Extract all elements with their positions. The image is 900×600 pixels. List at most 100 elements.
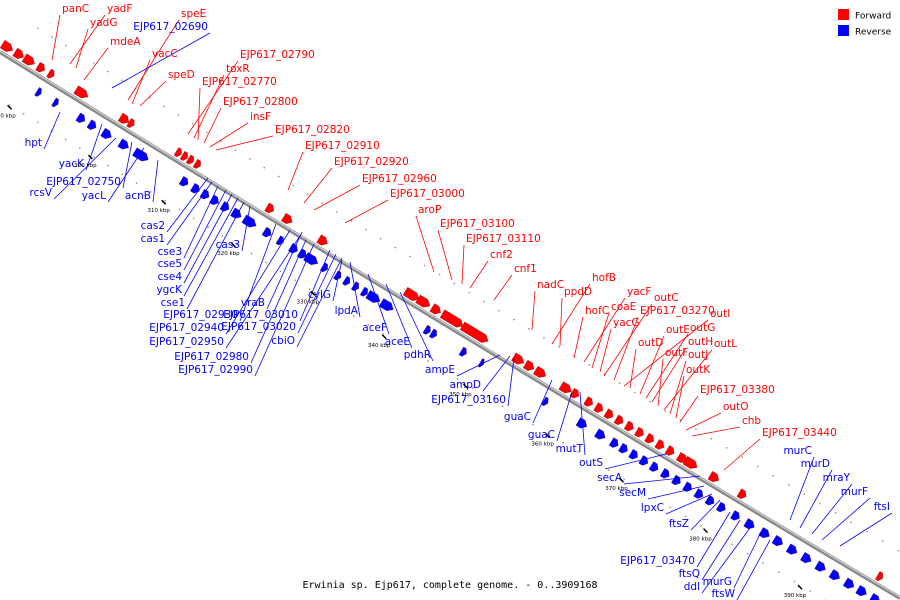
gene-label-hofc[interactable]: hofC [585,305,609,317]
gene-label-ejp617-03470[interactable]: EJP617_03470 [620,555,695,567]
gene-label-ejp617-02990[interactable]: EJP617_02990 [178,364,253,376]
gene-label-outd[interactable]: outD [638,337,663,349]
reverse-gene-arrow[interactable] [199,188,210,200]
gene-label-yacf[interactable]: yacF [627,286,651,298]
gene-label-sped[interactable]: speD [168,69,195,81]
gene-label-outc[interactable]: outC [654,292,679,304]
gene-label-yack[interactable]: yacK [59,158,85,170]
gene-label-ppdd[interactable]: ppdD [564,286,592,298]
gene-label-ftsq[interactable]: ftsQ [679,568,700,580]
reverse-gene-arrow[interactable] [350,281,359,292]
gene-label-murf[interactable]: murF [841,486,868,498]
reverse-gene-arrow[interactable] [189,182,200,194]
gene-label-cnf2[interactable]: cnf2 [490,249,513,261]
forward-gene-arrow[interactable] [875,571,883,582]
gene-label-ejp617-02820[interactable]: EJP617_02820 [275,124,350,136]
reverse-gene-arrow[interactable] [758,527,770,539]
reverse-gene-arrow[interactable] [715,501,726,513]
gene-label-nadc[interactable]: nadC [537,279,564,291]
reverse-gene-arrow[interactable] [132,147,149,162]
forward-gene-arrow[interactable] [583,396,593,407]
forward-gene-arrow[interactable] [623,420,634,432]
gene-label-guac[interactable]: guaC [528,429,555,441]
forward-gene-arrow[interactable] [634,426,644,438]
forward-gene-arrow[interactable] [736,488,747,499]
gene-label-ejp617-02960[interactable]: EJP617_02960 [362,173,437,185]
gene-label-outh[interactable]: outH [688,336,713,348]
gene-label-seca[interactable]: secA [597,472,623,484]
reverse-gene-arrow[interactable] [51,97,59,108]
forward-gene-arrow[interactable] [558,381,572,394]
forward-gene-arrow[interactable] [664,445,675,456]
gene-label-ejp617-02690[interactable]: EJP617_02690 [133,21,208,33]
reverse-gene-arrow[interactable] [608,437,619,448]
gene-label-ejp617-03160[interactable]: EJP617_03160 [431,394,506,406]
forward-gene-arrow[interactable] [21,53,35,66]
reverse-gene-arrow[interactable] [75,112,86,123]
forward-gene-arrow[interactable] [185,154,194,165]
gene-label-mray[interactable]: mraY [823,472,851,484]
forward-gene-arrow[interactable] [654,439,665,450]
reverse-gene-arrow[interactable] [575,417,587,429]
gene-label-acee[interactable]: aceE [385,336,410,348]
gene-label-oute[interactable]: outE [666,324,690,336]
reverse-gene-arrow[interactable] [100,127,112,139]
gene-label-cas1[interactable]: cas1 [141,233,165,245]
reverse-gene-arrow[interactable] [230,207,242,219]
reverse-gene-arrow[interactable] [771,535,783,547]
forward-gene-arrow[interactable] [613,414,624,425]
forward-gene-arrow[interactable] [12,47,24,59]
gene-label-rcsv[interactable]: rcsV [29,187,52,199]
gene-label-ejp617-03000[interactable]: EJP617_03000 [390,188,465,200]
gene-label-cse4[interactable]: cse4 [158,271,183,283]
reverse-gene-arrow[interactable] [117,138,129,150]
gene-label-ejp617-03380[interactable]: EJP617_03380 [700,384,775,396]
reverse-gene-arrow[interactable] [86,119,97,130]
reverse-gene-arrow[interactable] [828,569,840,581]
gene-label-pdhr[interactable]: pdhR [404,349,431,361]
reverse-gene-arrow[interactable] [785,543,798,555]
gene-label-ejp617-02920[interactable]: EJP617_02920 [334,156,409,168]
gene-label-spee[interactable]: speE [181,8,206,20]
gene-label-cse1[interactable]: cse1 [161,297,185,309]
forward-gene-arrow[interactable] [0,40,13,52]
reverse-gene-arrow[interactable] [671,474,681,486]
forward-gene-arrow[interactable] [532,365,546,378]
gene-label-secm[interactable]: secM [619,487,646,499]
reverse-gene-arrow[interactable] [638,455,649,466]
gene-label-ftsw[interactable]: ftsW [712,588,736,600]
reverse-gene-arrow[interactable] [209,194,219,206]
reverse-gene-arrow[interactable] [628,449,638,460]
reverse-gene-arrow[interactable] [743,518,755,530]
gene-label-ejp617-02940[interactable]: EJP617_02940 [149,322,224,334]
reverse-gene-arrow[interactable] [34,87,42,97]
forward-gene-arrow[interactable] [569,387,580,399]
reverse-gene-arrow[interactable] [800,552,812,564]
reverse-gene-arrow[interactable] [618,442,628,454]
reverse-gene-arrow[interactable] [659,468,670,479]
gene-label-ejp617-02790[interactable]: EJP617_02790 [240,49,315,61]
gene-label-ejp617-02950[interactable]: EJP617_02950 [149,336,224,348]
gene-label-ejp617-02980[interactable]: EJP617_02980 [174,351,249,363]
gene-label-toxr[interactable]: toxR [226,63,250,75]
gene-label-cas2[interactable]: cas2 [141,220,165,232]
gene-label-yacg[interactable]: yacG [613,317,640,329]
forward-gene-arrow[interactable] [429,303,441,315]
gene-label-ftsz[interactable]: ftsZ [669,518,689,530]
gene-label-cse5[interactable]: cse5 [158,258,182,270]
gene-label-ejp617-03270[interactable]: EJP617_03270 [640,305,715,317]
forward-gene-arrow[interactable] [603,408,614,419]
gene-label-lpxc[interactable]: lpxC [641,502,664,514]
forward-gene-arrow[interactable] [644,432,654,444]
gene-label-hpt[interactable]: hpt [25,137,42,149]
gene-label-cbio[interactable]: cbiO [271,335,295,347]
gene-label-insf[interactable]: insF [250,111,271,123]
gene-label-acef[interactable]: aceF [362,322,387,334]
gene-label-cnf1[interactable]: cnf1 [514,263,537,275]
gene-label-outs[interactable]: outS [579,457,603,469]
reverse-gene-arrow[interactable] [261,226,272,238]
reverse-gene-arrow[interactable] [428,328,437,339]
gene-label-cylg[interactable]: cylG [308,289,331,301]
gene-label-ddl[interactable]: ddl [684,581,700,593]
forward-gene-arrow[interactable] [511,352,525,365]
